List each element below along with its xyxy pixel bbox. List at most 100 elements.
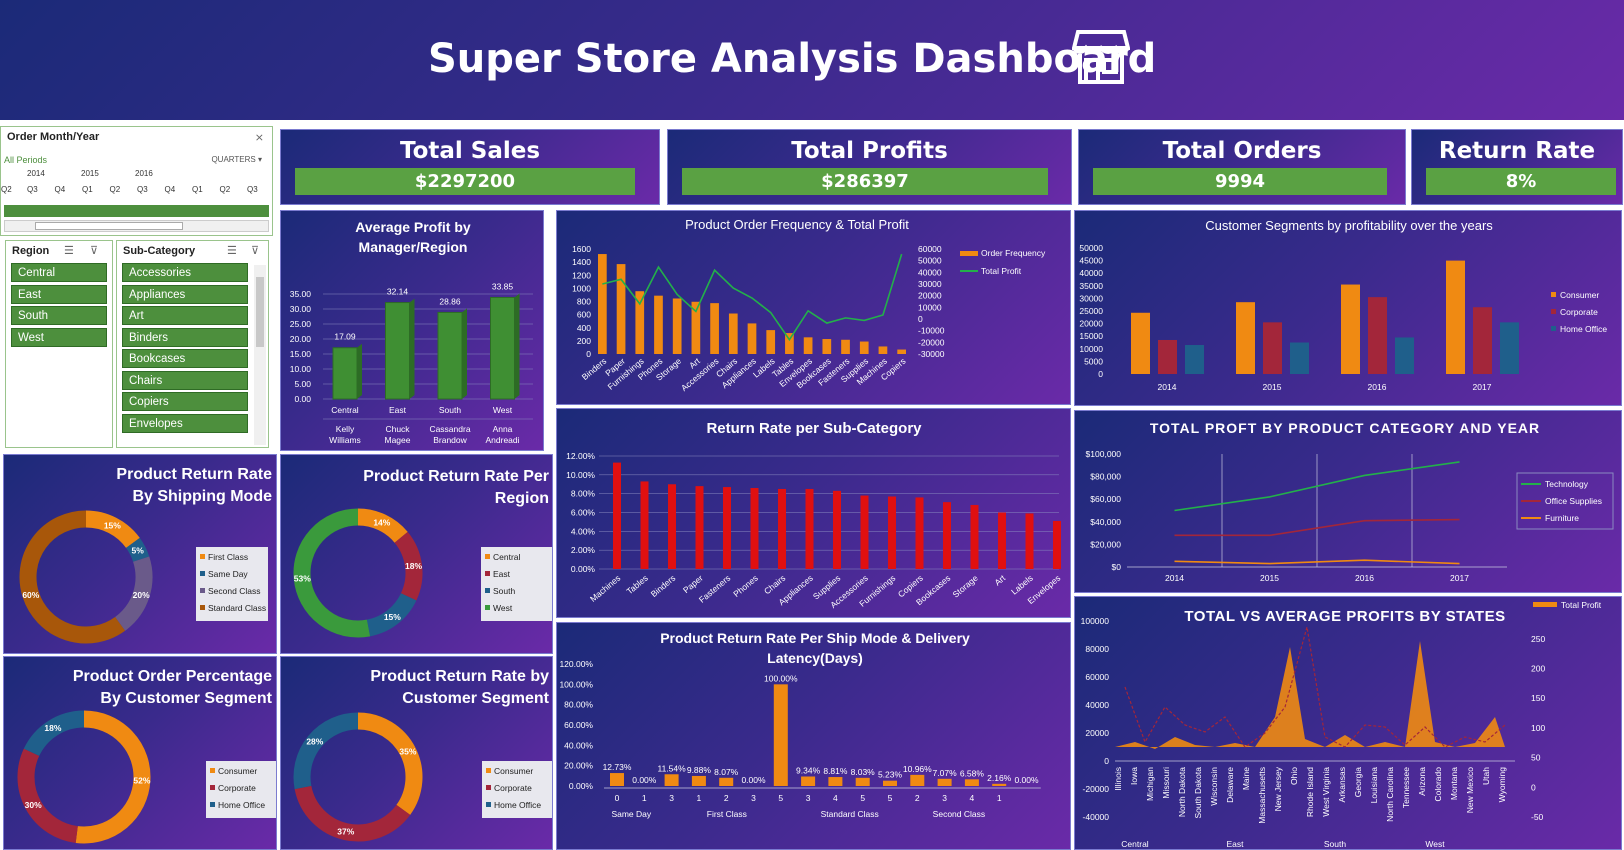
scrollbar-thumb[interactable] [35, 222, 183, 230]
x-tick-label: Central [331, 405, 359, 415]
chart-title: Manager/Region [359, 239, 468, 255]
timeline-quarter[interactable]: Q2 [1, 185, 12, 194]
legend-label: South [493, 586, 515, 596]
legend-frame [206, 761, 276, 818]
bar [695, 486, 704, 569]
y2-tick-label: 30000 [918, 279, 942, 289]
bar [1290, 342, 1309, 374]
bar [1131, 312, 1150, 374]
region-slicer[interactable]: Region ☰ ⊽ Central East South West [5, 240, 113, 448]
x-tick-label: West Virginia [1321, 767, 1331, 817]
x-tick-label: Missouri [1161, 767, 1171, 799]
profit-category-panel: TOTAL PROFT BY PRODUCT CATEGORY AND YEAR… [1074, 410, 1622, 593]
bar [747, 323, 757, 354]
legend-label: Corporate [1560, 307, 1598, 317]
data-label: 100.00% [764, 673, 798, 683]
slicer-item[interactable]: Central [11, 263, 107, 282]
timeline-quarter[interactable]: Q4 [54, 185, 66, 194]
bar [801, 776, 816, 786]
clear-filter-icon[interactable]: ⨯ [254, 132, 264, 144]
bar [943, 502, 951, 569]
x-tick-label: Montana [1449, 767, 1459, 800]
multi-select-icon[interactable]: ☰ [64, 245, 74, 257]
timeline-quarter[interactable]: Q1 [82, 185, 93, 194]
kpi-value: $286397 [682, 168, 1048, 195]
legend-label: Standard Class [208, 603, 266, 613]
timeline-quarter[interactable]: Q3 [137, 185, 148, 194]
legend-label: First Class [208, 552, 248, 562]
data-label: 14% [373, 517, 390, 527]
slicer-item[interactable]: Art [122, 306, 248, 325]
return-region-panel: Product Return Rate Per Region 14% 18% 15% 53… [280, 454, 553, 654]
chart-title: By Customer Segment [100, 690, 272, 707]
y-tick-label: 10.00 [290, 364, 312, 374]
timeline-quarter[interactable]: Q1 [192, 185, 203, 194]
y-tick-label: 1400 [572, 257, 591, 267]
timeline-quarter[interactable]: Q3 [27, 185, 38, 194]
timeline-quarter[interactable]: Q2 [109, 185, 121, 194]
bar [841, 339, 850, 354]
x-tick-label: 4 [970, 793, 975, 803]
ship-latency-chart: Product Return Rate Per Ship Mode & Deli… [559, 630, 1041, 819]
timeline-quarter[interactable]: Q4 [164, 185, 176, 194]
timeline-period[interactable]: All Periods [4, 155, 48, 165]
data-label: 8.03% [851, 767, 876, 777]
slicer-item[interactable]: Binders [122, 327, 248, 347]
x-tick-label: 2014 [1165, 573, 1184, 583]
timeline-year: 2014 [27, 169, 45, 178]
scrollbar-thumb[interactable] [256, 277, 264, 347]
subcategory-slicer[interactable]: Sub-Category ☰ ⊽ Accessories Appliances Ar… [116, 240, 269, 448]
y-tick-label: $20,000 [1090, 539, 1121, 549]
bar [691, 775, 706, 786]
chart-title: Product Order Percentage [73, 668, 272, 685]
y-tick-label: 80.00% [564, 700, 593, 710]
page-title: Super Store Analysis Dashboard [428, 36, 1157, 82]
slicer-item[interactable]: Appliances [122, 284, 248, 304]
slicer-scrollbar[interactable] [254, 265, 266, 445]
timeline-scrollbar[interactable] [4, 220, 269, 232]
slicer-item[interactable]: South [11, 306, 107, 325]
x-tick-label: 5 [860, 793, 865, 803]
slicer-item[interactable]: East [11, 284, 107, 304]
legend-frame [1516, 472, 1614, 530]
legend-swatch [1533, 602, 1557, 607]
y2-tick-label: 150 [1531, 693, 1545, 703]
data-label: 6.58% [960, 768, 985, 778]
timeline-quarter[interactable]: Q2 [219, 185, 231, 194]
bar [385, 302, 410, 400]
bar [710, 303, 719, 354]
order-frequency-chart: Product Order Frequency & Total Profit 0 2… [572, 217, 1046, 393]
clear-filter-icon[interactable]: ⊽ [90, 245, 99, 257]
timeline-unit-dropdown[interactable]: QUARTERS ▾ [211, 155, 262, 164]
bar [1263, 322, 1282, 374]
slicer-item[interactable]: Accessories [122, 263, 248, 282]
bar [610, 773, 624, 786]
bar [805, 488, 814, 569]
series-line [1174, 461, 1460, 512]
x-tick-label: Tables [625, 573, 650, 596]
slicer-item[interactable]: Copiers [122, 392, 248, 411]
y-tick-label: 35000 [1079, 281, 1103, 291]
multi-select-icon[interactable]: ☰ [227, 245, 237, 257]
donut-slice [293, 712, 359, 790]
y-tick-label: 40.00% [564, 740, 593, 750]
slicer-item[interactable]: Bookcases [122, 349, 248, 368]
y-tick-label: $40,000 [1090, 517, 1121, 527]
data-label: 2.16% [987, 773, 1012, 783]
legend-frame [481, 547, 552, 621]
bar [998, 512, 1006, 569]
slicer-item[interactable]: West [11, 327, 107, 347]
y2-tick-label: -10000 [918, 326, 945, 336]
timeline-slicer[interactable]: Order Month/Year ⨯ All Periods QUARTERS … [0, 126, 273, 236]
legend-label: Home Office [1560, 324, 1607, 334]
x-tick-label: 2016 [1355, 573, 1374, 583]
legend-swatch [486, 785, 491, 790]
clear-filter-icon[interactable]: ⊽ [251, 245, 260, 257]
timeline-bar[interactable] [4, 205, 269, 217]
series-line [1174, 559, 1460, 565]
return-region-chart: Product Return Rate Per Region 14% 18% 15% 53… [293, 468, 552, 638]
return-segment-panel: Product Return Rate by Customer Segment 35… [280, 656, 553, 850]
timeline-quarter[interactable]: Q3 [247, 185, 258, 194]
slicer-item[interactable]: Envelopes [122, 413, 248, 433]
slicer-item[interactable]: Chairs [122, 370, 248, 390]
